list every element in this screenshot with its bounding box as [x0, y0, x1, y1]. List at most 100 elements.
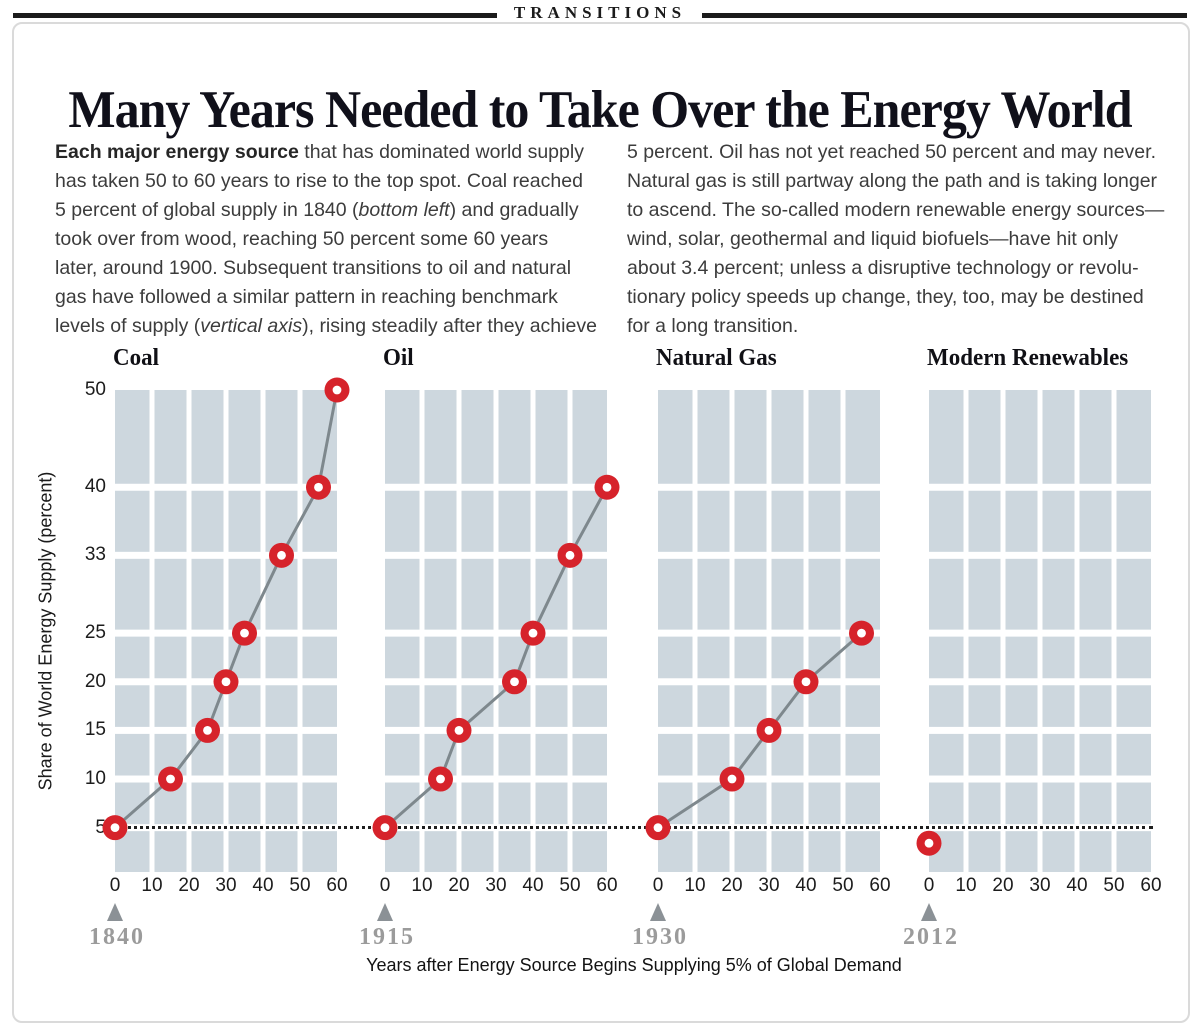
grid-cell — [1005, 490, 1038, 552]
x-tick-label: 40 — [795, 875, 817, 896]
grid-cell — [771, 733, 804, 776]
start-year-triangle-icon — [650, 903, 666, 921]
grid-cell — [572, 733, 607, 776]
x-tick-label: 40 — [522, 875, 544, 896]
grid-cell — [572, 685, 607, 727]
x-tick-label: 30 — [758, 875, 780, 896]
grid-cell — [968, 831, 1001, 872]
grid-cell — [771, 390, 804, 484]
grid-cell — [498, 390, 531, 484]
grid-cell — [1005, 390, 1038, 484]
grid-cell — [498, 733, 531, 776]
grid-cell — [1116, 390, 1151, 484]
kicker-rule-right — [702, 13, 1187, 18]
panel-title: Oil — [383, 344, 414, 371]
grid-cell — [1079, 733, 1112, 776]
grid-cell — [154, 558, 187, 630]
grid-cell — [845, 733, 880, 776]
grid-cell — [385, 490, 420, 552]
panel-plot — [916, 390, 1151, 872]
grid-cell — [302, 831, 337, 872]
chart-panel-natural-gas: Natural Gas 0 10 20 30 40 50 60 1930 — [632, 0, 891, 1000]
grid-cell — [1079, 685, 1112, 727]
data-point-marker — [916, 830, 942, 856]
grid-cell — [265, 685, 298, 727]
grid-cell — [265, 733, 298, 776]
grid-cell — [498, 782, 531, 825]
grid-cell — [929, 558, 964, 630]
grid-cell — [535, 733, 568, 776]
grid-cell — [424, 558, 457, 630]
section-kicker: TRANSITIONS — [513, 3, 687, 22]
y-tick-label: 50 — [84, 379, 106, 400]
x-tick-label: 10 — [141, 875, 163, 896]
grid-cell — [191, 390, 224, 484]
grid-cell — [498, 558, 531, 630]
grid-cell — [115, 558, 150, 630]
x-tick-label: 40 — [252, 875, 274, 896]
grid-cell — [385, 558, 420, 630]
grid-cell — [658, 490, 693, 552]
grid-cell — [845, 831, 880, 872]
x-tick-label: 0 — [109, 875, 121, 896]
grid-cell — [228, 733, 261, 776]
grid-cell — [461, 558, 494, 630]
grid-cell — [191, 831, 224, 872]
grid-cell — [1079, 782, 1112, 825]
x-tick-label: 30 — [215, 875, 237, 896]
data-point-marker — [793, 669, 819, 695]
grid-cell — [154, 390, 187, 484]
grid-cell — [929, 733, 964, 776]
intro-text-segment: ) and gradually took over from wood, rea… — [55, 198, 579, 337]
grid-cell — [461, 733, 494, 776]
data-point-marker — [213, 669, 239, 695]
grid-cell — [658, 636, 693, 679]
five-percent-threshold-line — [115, 826, 1153, 829]
data-point-marker — [195, 717, 220, 743]
grid-cell — [845, 685, 880, 727]
grid-cell — [929, 782, 964, 825]
grid-cell — [461, 782, 494, 825]
grid-cell — [572, 558, 607, 630]
data-point-marker — [428, 766, 453, 792]
grid-cell — [424, 390, 457, 484]
data-point-marker — [269, 542, 294, 568]
x-tick-label: 50 — [559, 875, 581, 896]
grid-cell — [191, 558, 224, 630]
x-tick-label: 0 — [379, 875, 391, 896]
grid-cell — [1042, 782, 1075, 825]
grid-cell — [1005, 733, 1038, 776]
grid-cell — [808, 733, 841, 776]
start-year-triangle-icon — [921, 903, 937, 921]
grid-cell — [461, 490, 494, 552]
grid-cell — [115, 685, 150, 727]
data-point-marker — [557, 542, 583, 568]
grid-cell — [697, 390, 730, 484]
data-point-marker — [520, 620, 546, 646]
data-point-marker — [102, 815, 128, 841]
x-tick-label: 30 — [1029, 875, 1051, 896]
grid-cell — [658, 390, 693, 484]
x-tick-label: 50 — [832, 875, 854, 896]
x-axis-title: Years after Energy Source Begins Supplyi… — [366, 955, 902, 975]
chart-panel-oil: Oil 0 10 20 30 40 50 60 1915 — [359, 0, 620, 1000]
grid-cell — [734, 390, 767, 484]
grid-cell — [771, 558, 804, 630]
data-point-marker — [502, 669, 527, 695]
data-point-marker — [849, 620, 874, 646]
data-point-marker — [719, 766, 745, 792]
grid-cell — [1005, 558, 1038, 630]
start-year-label: 1930 — [632, 924, 688, 950]
grid-cell — [697, 490, 730, 552]
grid-cell — [1042, 490, 1075, 552]
grid-cell — [424, 490, 457, 552]
kicker-rule-left — [13, 13, 497, 18]
grid-cell — [658, 733, 693, 776]
grid-cell — [968, 490, 1001, 552]
data-point-marker — [372, 815, 398, 841]
grid-cell — [265, 636, 298, 679]
data-point-marker — [756, 717, 782, 743]
start-year-label: 1840 — [89, 924, 145, 950]
grid-cell — [968, 390, 1001, 484]
grid-cell — [535, 685, 568, 727]
